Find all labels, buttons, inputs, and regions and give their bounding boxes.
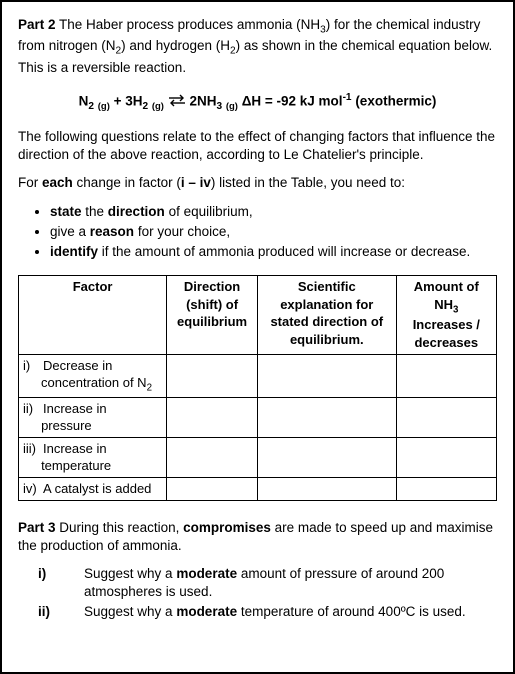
part2-heading: Part 2 <box>18 17 56 32</box>
part2-intro-text: The Haber process produces ammonia (NH3)… <box>18 17 492 75</box>
th-factor: Factor <box>19 276 167 354</box>
cell-amount <box>396 354 496 397</box>
cell-explanation <box>257 437 396 477</box>
cell-explanation <box>257 397 396 437</box>
foreach-range: i – iv <box>181 175 211 190</box>
bullet-list: state the direction of equilibrium, give… <box>50 203 497 262</box>
foreach-bold: each <box>42 175 73 190</box>
part2-intro: Part 2 The Haber process produces ammoni… <box>18 16 497 77</box>
foreach-mid: change in factor ( <box>73 175 181 190</box>
part3-item: i) Suggest why a moderate amount of pres… <box>38 565 497 601</box>
part3-intro-bold: compromises <box>183 520 271 535</box>
th-direction: Direction (shift) of equilibrium <box>167 276 258 354</box>
foreach-lead: For <box>18 175 42 190</box>
part3-item-text: Suggest why a moderate amount of pressur… <box>84 565 497 601</box>
part3-list: i) Suggest why a moderate amount of pres… <box>38 565 497 622</box>
part3-heading: Part 3 <box>18 520 56 535</box>
part3-item-text: Suggest why a moderate temperature of ar… <box>84 603 497 621</box>
cell-factor: iv)A catalyst is added <box>19 478 167 501</box>
table-header-row: Factor Direction (shift) of equilibrium … <box>19 276 497 354</box>
part3-intro: Part 3 During this reaction, compromises… <box>18 519 497 555</box>
table-row: i)Decrease in concentration of N2 <box>19 354 497 397</box>
bullet-item: give a reason for your choice, <box>50 223 497 241</box>
part3-intro1: During this reaction, <box>56 520 184 535</box>
factors-table: Factor Direction (shift) of equilibrium … <box>18 275 497 500</box>
cell-factor: i)Decrease in concentration of N2 <box>19 354 167 397</box>
table-row: iv)A catalyst is added <box>19 478 497 501</box>
cell-amount <box>396 397 496 437</box>
part3-item: ii) Suggest why a moderate temperature o… <box>38 603 497 621</box>
part2-followup: The following questions relate to the ef… <box>18 128 497 164</box>
foreach-end: ) listed in the Table, you need to: <box>211 175 405 190</box>
equilibrium-arrow-icon <box>168 94 186 112</box>
part3-item-num: i) <box>38 565 84 601</box>
cell-factor: ii)Increase in pressure <box>19 397 167 437</box>
table-row: ii)Increase in pressure <box>19 397 497 437</box>
part3-item-num: ii) <box>38 603 84 621</box>
bullet-item: identify if the amount of ammonia produc… <box>50 243 497 261</box>
cell-amount <box>396 437 496 477</box>
cell-direction <box>167 397 258 437</box>
cell-explanation <box>257 478 396 501</box>
cell-direction <box>167 437 258 477</box>
table-row: iii)Increase in temperature <box>19 437 497 477</box>
part2-foreach: For each change in factor (i – iv) liste… <box>18 174 497 192</box>
document-page: Part 2 The Haber process produces ammoni… <box>2 2 513 672</box>
chemical-equation: N2 (g) + 3H2 (g) 2NH3 (g) ΔH = -92 kJ mo… <box>18 91 497 114</box>
bullet-item: state the direction of equilibrium, <box>50 203 497 221</box>
cell-amount <box>396 478 496 501</box>
cell-factor: iii)Increase in temperature <box>19 437 167 477</box>
th-amount: Amount of NH3 Increases / decreases <box>396 276 496 354</box>
cell-direction <box>167 354 258 397</box>
cell-explanation <box>257 354 396 397</box>
th-explanation: Scientific explanation for stated direct… <box>257 276 396 354</box>
cell-direction <box>167 478 258 501</box>
